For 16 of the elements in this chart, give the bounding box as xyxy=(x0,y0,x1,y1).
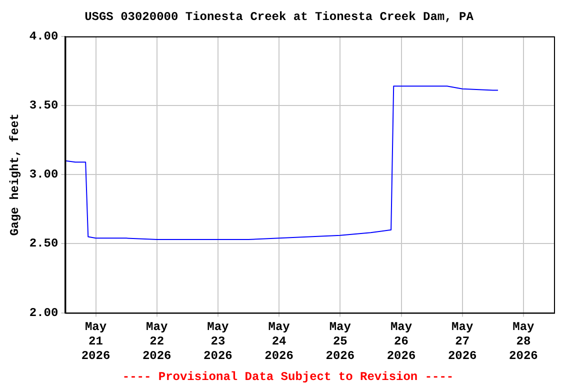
text: ---- Provisional Data Subject to Revision ---- xyxy=(122,370,454,384)
x-tick-label: May 25 2026 xyxy=(326,320,355,363)
x-tick-label: May 23 2026 xyxy=(204,320,232,363)
x-tick-label: May 21 2026 xyxy=(81,320,110,363)
x-tick-label: May 28 2026 xyxy=(509,320,538,363)
x-tick-label: May 24 2026 xyxy=(264,320,294,363)
y-tick-label: 3.00 xyxy=(29,168,58,182)
chart-title: USGS 03020000 Tionesta Creek at Tionesta Creek Dam, PA xyxy=(84,10,474,24)
x-tick-label: May 22 2026 xyxy=(142,320,172,363)
y-tick-label: 4.00 xyxy=(29,29,58,44)
y-tick-label: 2.00 xyxy=(29,306,58,320)
x-tick-label: May 27 2026 xyxy=(448,320,477,363)
x-tick-label: May 26 2026 xyxy=(386,320,416,363)
y-tick-label: 2.50 xyxy=(29,236,58,251)
y-tick-label: 3.50 xyxy=(29,98,58,113)
y-axis-title: Gage height, feet xyxy=(8,113,22,236)
